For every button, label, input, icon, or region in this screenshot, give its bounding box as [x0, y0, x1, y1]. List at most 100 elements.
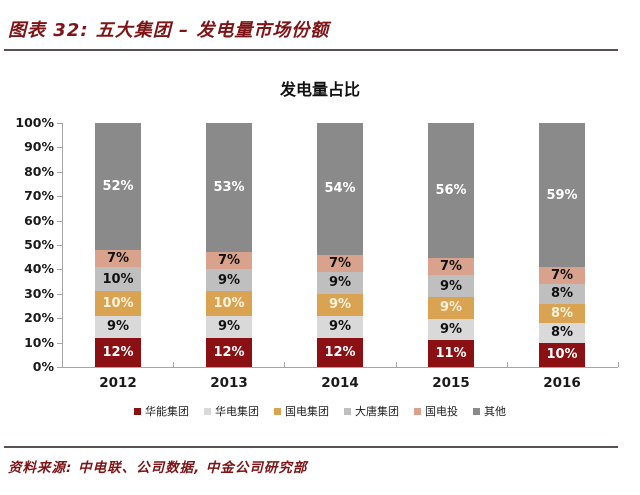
y-axis-label: 30% [24, 286, 54, 301]
legend-item-国电投: 国电投 [414, 403, 458, 419]
y-axis-tick [57, 123, 62, 124]
legend-item-大唐集团: 大唐集团 [344, 403, 399, 419]
y-axis-label: 50% [24, 237, 54, 252]
legend-item-国电集团: 国电集团 [274, 403, 329, 419]
segment-value-label: 10% [546, 347, 578, 363]
header-rule [4, 49, 618, 51]
segment-value-label: 9% [217, 319, 241, 335]
segment-value-label: 12% [213, 344, 245, 360]
bar-segment-国电投: 7% [539, 266, 585, 285]
source-line: 资料来源: 中电联、公司数据, 中金公司研究部 [8, 460, 308, 476]
bar-segment-国电集团: 10% [95, 291, 141, 316]
segment-value-label: 9% [106, 319, 130, 335]
bar-segment-其他: 52% [95, 123, 141, 250]
legend-swatch [473, 407, 480, 415]
segment-value-label: 8% [550, 305, 574, 321]
segment-value-label: 9% [328, 297, 352, 313]
y-axis-label: 10% [24, 335, 54, 350]
bar-segment-其他: 59% [539, 123, 585, 267]
segment-value-label: 7% [550, 268, 574, 284]
y-axis-label: 0% [32, 359, 54, 374]
legend-label: 国电集团 [285, 405, 329, 418]
y-axis-tick [57, 318, 62, 319]
segment-value-label: 9% [439, 278, 463, 294]
segment-value-label: 12% [102, 344, 134, 360]
bar-2016: 10% 8% 8% 8% 7% 59% [539, 123, 585, 367]
footer-rule [4, 446, 618, 448]
y-axis-tick [57, 367, 62, 368]
segment-value-label: 53% [213, 180, 245, 196]
segment-value-label: 10% [102, 271, 134, 287]
y-axis-line [62, 123, 63, 368]
y-axis-label: 100% [15, 115, 54, 130]
bar-segment-华电集团: 9% [428, 318, 474, 341]
bar-segment-国电集团: 9% [428, 296, 474, 319]
bar-segment-大唐集团: 8% [539, 284, 585, 304]
legend-label: 华电集团 [215, 405, 259, 418]
bar-segment-华能集团: 12% [317, 337, 363, 367]
y-axis-tick [57, 269, 62, 270]
chart-title: 发电量占比 [279, 80, 360, 99]
legend-label: 华能集团 [145, 405, 189, 418]
legend-item-其他: 其他 [473, 403, 506, 419]
segment-value-label: 54% [324, 181, 356, 197]
bar-segment-华能集团: 12% [206, 337, 252, 367]
legend-swatch [134, 407, 141, 415]
y-axis-tick [57, 172, 62, 173]
bar-segment-其他: 53% [206, 123, 252, 253]
bar-segment-华电集团: 9% [95, 315, 141, 338]
y-axis-tick [57, 196, 62, 197]
bar-segment-大唐集团: 10% [95, 267, 141, 292]
bar-segment-华电集团: 9% [317, 315, 363, 338]
legend-swatch [344, 407, 351, 415]
bar-2013: 12% 9% 10% 9% 7% 53% [206, 123, 252, 367]
bar-segment-国电投: 7% [317, 254, 363, 272]
y-axis-label: 80% [24, 164, 54, 179]
legend-label: 国电投 [425, 405, 458, 418]
legend-item-华能集团: 华能集团 [134, 403, 189, 419]
legend: 华能集团 华电集团 国电集团 大唐集团 国电投 其他 [0, 403, 640, 419]
segment-value-label: 9% [439, 322, 463, 338]
bar-segment-国电投: 7% [428, 258, 474, 276]
bar-segment-大唐集团: 9% [206, 269, 252, 292]
segment-value-label: 12% [324, 344, 356, 360]
segment-value-label: 9% [439, 300, 463, 316]
bar-segment-大唐集团: 9% [317, 271, 363, 294]
legend-swatch [274, 407, 281, 415]
segment-value-label: 10% [213, 296, 245, 312]
bar-2015: 11% 9% 9% 9% 7% 56% [428, 123, 474, 367]
y-axis-label: 20% [24, 310, 54, 325]
x-axis-tick [507, 362, 508, 367]
figure-title: 图表 32: 五大集团 – 发电量市场份额 [8, 20, 330, 41]
bar-segment-国电集团: 9% [317, 293, 363, 316]
x-axis-tick [284, 362, 285, 367]
y-axis-label: 60% [24, 213, 54, 228]
y-axis-tick [57, 147, 62, 148]
segment-value-label: 52% [102, 178, 134, 194]
bar-segment-大唐集团: 9% [428, 275, 474, 297]
x-axis-line [62, 367, 618, 368]
bar-segment-国电集团: 8% [539, 303, 585, 324]
bar-segment-国电投: 7% [206, 252, 252, 270]
bar-2012: 12% 9% 10% 10% 7% 52% [95, 123, 141, 367]
bar-segment-国电集团: 10% [206, 291, 252, 316]
segment-value-label: 7% [217, 253, 241, 269]
segment-value-label: 7% [106, 250, 130, 266]
x-axis-tick [396, 362, 397, 367]
segment-value-label: 10% [102, 296, 134, 312]
segment-value-label: 8% [550, 286, 574, 302]
bar-segment-华能集团: 10% [539, 342, 585, 367]
segment-value-label: 11% [435, 346, 467, 362]
y-axis-tick [57, 343, 62, 344]
x-axis-label-2015: 2015 [432, 375, 470, 391]
bar-segment-华电集团: 8% [539, 323, 585, 343]
legend-swatch [204, 407, 211, 415]
legend-label: 大唐集团 [355, 405, 399, 418]
segment-value-label: 9% [217, 272, 241, 288]
segment-value-label: 59% [546, 187, 578, 203]
bar-segment-其他: 56% [428, 123, 474, 259]
segment-value-label: 8% [550, 325, 574, 341]
segment-value-label: 56% [435, 183, 467, 199]
